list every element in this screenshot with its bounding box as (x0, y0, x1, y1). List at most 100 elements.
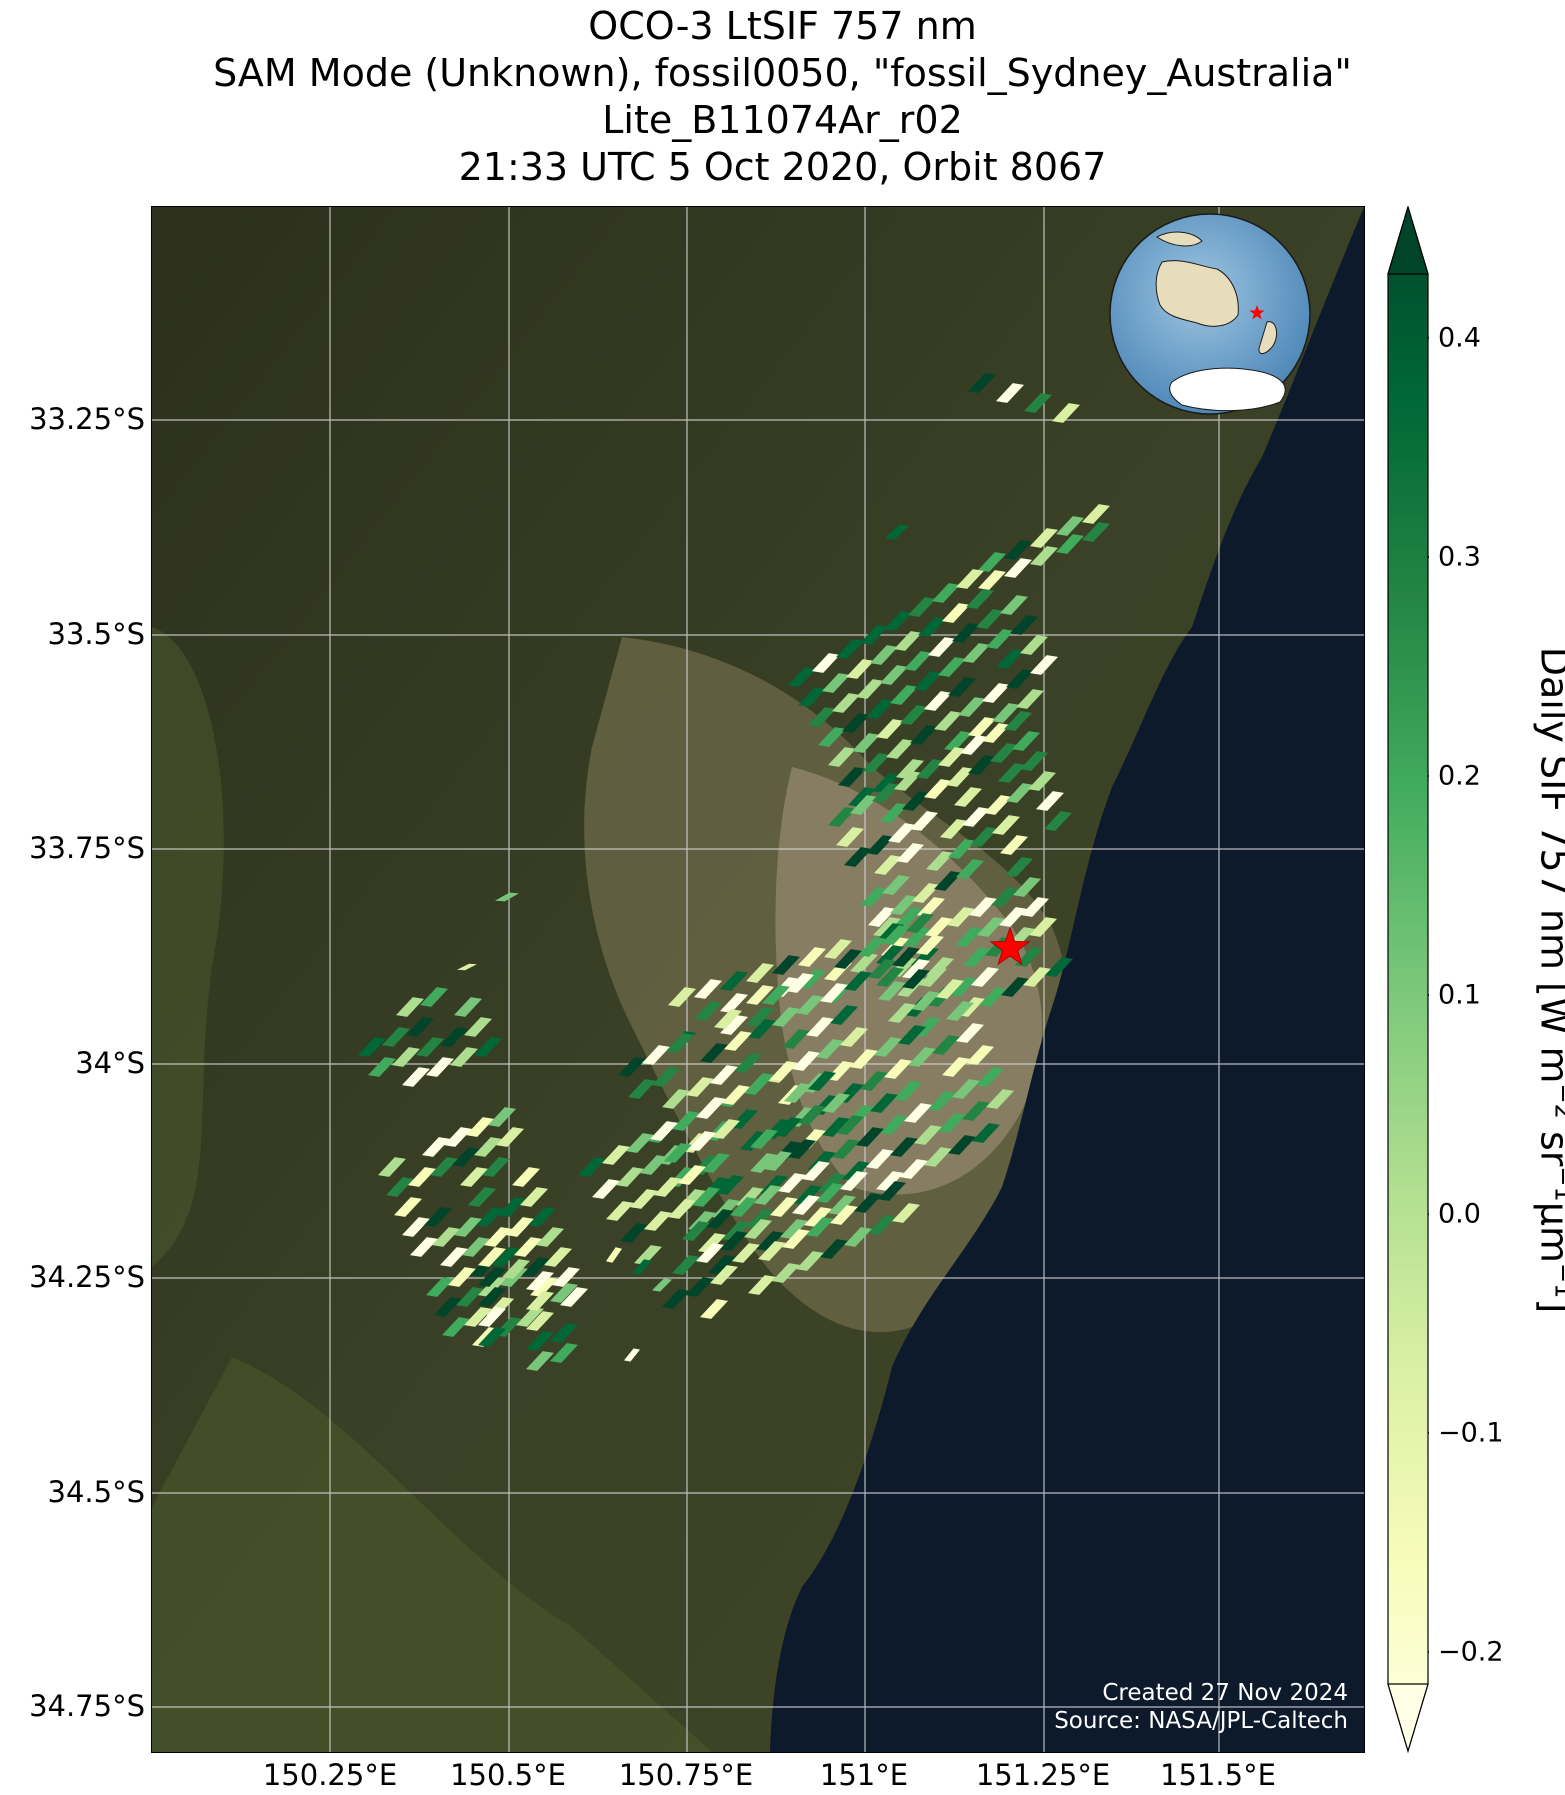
sif-cell (830, 1205, 858, 1225)
sif-cell (932, 1035, 960, 1055)
sif-cell (1010, 615, 1038, 635)
sif-cell (982, 683, 1010, 703)
sif-cell (1023, 967, 1051, 987)
sif-cell (1015, 947, 1043, 967)
sif-cell (938, 1113, 966, 1133)
sif-cell (698, 1097, 726, 1117)
sif-cell (850, 953, 878, 973)
lon-label-151-5: 151.5°E (1160, 1758, 1276, 1792)
sif-cell (457, 963, 477, 971)
lat-label-33-25: 33.25°S (29, 402, 145, 436)
sif-cell (970, 827, 998, 847)
sif-cell (722, 1221, 750, 1241)
lon-label-151: 151°E (819, 1758, 909, 1792)
sif-cell (834, 949, 862, 969)
sif-cell (971, 967, 999, 987)
sif-cell (966, 1045, 994, 1065)
sif-cell (928, 637, 956, 657)
sif-cell (868, 959, 896, 979)
lon-label-150-75: 150.75°E (618, 1758, 754, 1792)
colorbar-tick-0-3: 0.3 (1438, 541, 1481, 573)
sif-cell (948, 677, 976, 697)
lat-label-33-75: 33.75°S (29, 831, 145, 865)
sif-cell (966, 589, 994, 609)
sif-cell (884, 611, 912, 631)
sif-cell (406, 1017, 434, 1037)
sif-cell (632, 1259, 652, 1275)
sif-cell (818, 1173, 846, 1193)
lat-label-33-5: 33.5°S (47, 617, 145, 651)
sif-cell (1082, 504, 1110, 524)
sif-cell (956, 1023, 984, 1043)
sif-cell (854, 1193, 882, 1213)
sif-cell (478, 1247, 506, 1267)
sif-cell (786, 973, 814, 993)
sif-cell (616, 1167, 644, 1187)
sif-cell (896, 843, 924, 863)
sif-cell (963, 947, 991, 967)
sif-cell (903, 927, 931, 947)
sif-cell (996, 383, 1024, 403)
sif-cell (744, 1219, 772, 1239)
sif-cell (828, 747, 856, 767)
sif-cell (832, 693, 860, 713)
sif-cell (1082, 522, 1110, 542)
sif-cell (850, 795, 878, 815)
sif-cell (1004, 540, 1032, 560)
sif-cell (986, 1089, 1014, 1109)
sif-cell (386, 1177, 414, 1197)
sif-cell (682, 1221, 710, 1241)
sif-cell (1016, 689, 1044, 709)
sif-cell (894, 1081, 922, 1101)
sif-cell (1013, 877, 1041, 897)
sif-cell (808, 1071, 836, 1091)
sif-cell (812, 653, 840, 673)
sif-cell (844, 847, 872, 867)
sif-cell (422, 1137, 450, 1157)
sif-cell (916, 759, 944, 779)
sif-cell (866, 1149, 894, 1169)
sif-cell (478, 1277, 506, 1297)
sif-cell (672, 1111, 700, 1131)
sif-cell (968, 717, 996, 737)
lon-label-150-25: 150.25°E (262, 1758, 398, 1792)
sif-cell (478, 1307, 506, 1327)
sif-cell (454, 1217, 482, 1237)
sif-cell (430, 1157, 458, 1177)
sif-cell (956, 569, 984, 589)
sif-cell (662, 1289, 690, 1309)
sif-cell (698, 1233, 726, 1253)
sif-cell (958, 697, 986, 717)
title-line-3: Lite_B11074Ar_r02 (602, 98, 963, 142)
sif-cell (918, 617, 946, 637)
sif-cell (488, 1107, 516, 1127)
sif-cell (550, 1323, 578, 1343)
sif-cell (778, 1173, 806, 1193)
title-line-2: SAM Mode (Unknown), fossil0050, "fossil_… (213, 51, 1352, 95)
colorbar-max-extend (1387, 206, 1429, 275)
sif-cell (652, 1067, 680, 1087)
sif-cell (650, 1121, 678, 1141)
sif-cell (474, 1037, 502, 1057)
sif-cell (912, 991, 940, 1011)
sif-cell (706, 1209, 734, 1229)
colorbar (1387, 206, 1429, 1753)
sif-cell (602, 1145, 630, 1165)
sif-cell (530, 1277, 558, 1297)
sif-cell (934, 711, 962, 731)
sif-cell (780, 1219, 808, 1239)
credit-source: Source: NASA/JPL-Caltech (1054, 1708, 1348, 1734)
sif-cell (440, 1247, 468, 1267)
sif-cell (516, 1307, 544, 1327)
sif-cell (872, 783, 900, 803)
sif-cell (692, 1187, 720, 1207)
sif-cell (788, 1139, 816, 1159)
sif-cell (746, 1007, 774, 1027)
sif-cell (666, 1033, 694, 1053)
sif-cell (1020, 635, 1048, 655)
sif-cell (1006, 669, 1034, 689)
sif-cell (466, 1117, 494, 1137)
sif-cell (758, 1241, 786, 1261)
sif-cell (816, 1183, 844, 1203)
sif-cell (782, 1029, 810, 1049)
